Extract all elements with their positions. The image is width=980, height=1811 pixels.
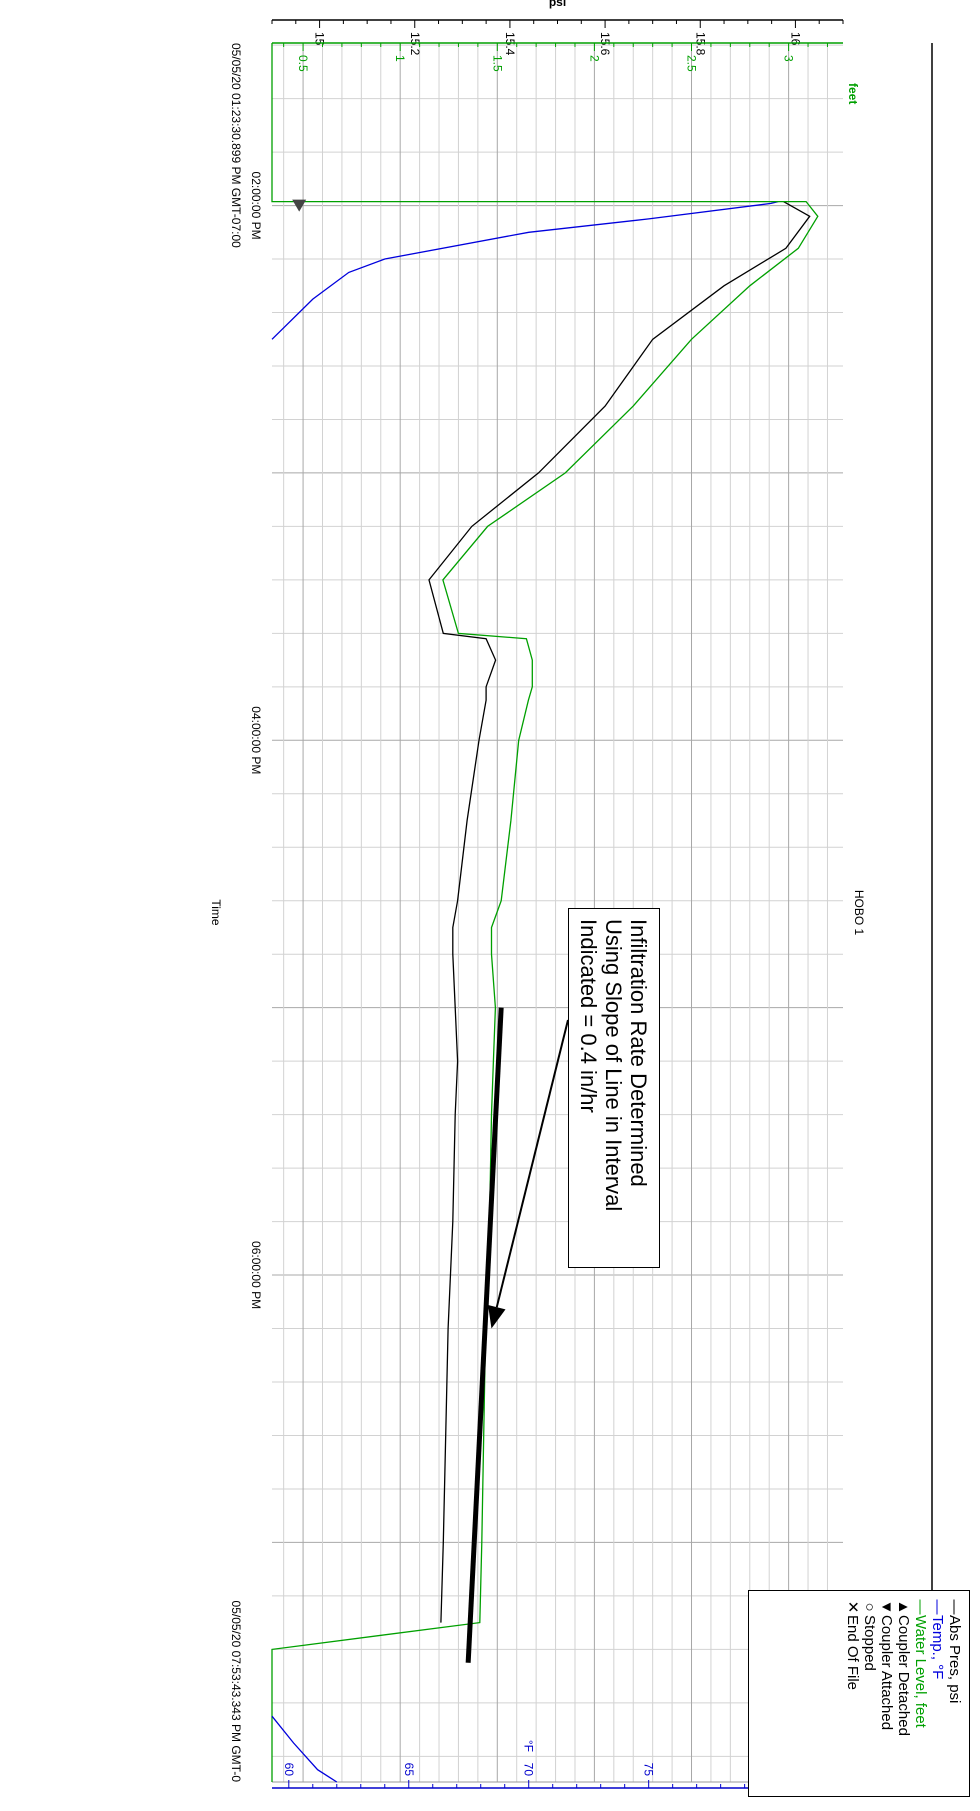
psi-tick-label: 15.2 — [408, 32, 422, 56]
feet-tick-label: 3 — [782, 55, 796, 62]
time-tick-label: 04:00:00 PM — [249, 706, 263, 774]
temp-tick-label: 65 — [402, 1763, 416, 1777]
temp-axis-label: °F — [522, 1740, 536, 1752]
feet-tick-label: 0.5 — [296, 55, 310, 72]
legend-label: Stopped — [861, 1615, 878, 1671]
time-start-label: 05/05/20 01:23:30.899 PM GMT-07:00 — [229, 43, 243, 248]
legend-symbol-icon: ○ — [861, 1602, 878, 1612]
legend-label: Coupler Attached — [878, 1615, 895, 1731]
temp-tick-label: 70 — [522, 1763, 536, 1777]
infiltration-annotation-box: Infiltration Rate Determined Using Slope… — [568, 908, 660, 1268]
legend-symbol-icon: ✕ — [844, 1600, 861, 1614]
psi-tick-label: 15.4 — [503, 32, 517, 56]
legend-label: Abs Pres, psi — [946, 1615, 963, 1704]
legend-label: End Of File — [844, 1615, 861, 1691]
time-axis-label: Time — [209, 899, 223, 926]
legend-item: ▲Coupler Detached — [895, 1599, 912, 1788]
legend-symbol-icon: ▲ — [895, 1599, 912, 1615]
legend-item: ○ Stopped — [861, 1599, 878, 1788]
annotation-arrow-shaft — [495, 1019, 569, 1308]
legend-item: ✕End Of File — [844, 1599, 861, 1788]
legend-symbol-icon: ▼ — [878, 1599, 895, 1615]
legend-symbol-icon: — — [946, 1599, 963, 1615]
psi-axis-label: psi — [549, 0, 566, 9]
series-line — [271, 43, 819, 1782]
temp-tick-label: 60 — [282, 1763, 296, 1777]
feet-tick-label: 2.5 — [685, 55, 699, 72]
legend-item: —Water Level, feet — [912, 1599, 929, 1788]
time-tick-label: 02:00:00 PM — [249, 172, 263, 240]
annotation-line: Using Slope of Line in Interval — [601, 919, 626, 1212]
chart-legend: —Abs Pres, psi —Temp., °F —Water Level, fe… — [748, 1590, 970, 1797]
legend-item: —Temp., °F — [929, 1599, 946, 1788]
legend-label: Coupler Detached — [895, 1615, 912, 1736]
legend-item: —Abs Pres, psi — [946, 1599, 963, 1788]
legend-symbol-icon: — — [929, 1599, 946, 1615]
feet-tick-label: 1.5 — [490, 55, 504, 72]
legend-label: Temp., °F — [929, 1615, 946, 1680]
annotation-line: Infiltration Rate Determined — [626, 919, 651, 1187]
feet-tick-label: 2 — [587, 55, 601, 62]
psi-tick-label: 15.8 — [693, 32, 707, 56]
temp-tick-label: 75 — [642, 1763, 656, 1777]
time-end-label: 05/05/20 07:53:43.343 PM GMT-0 — [229, 1601, 243, 1783]
infiltration-fit-line — [465, 1007, 504, 1663]
psi-tick-label: 15.6 — [598, 32, 612, 56]
time-tick-label: 06:00:00 PM — [249, 1241, 263, 1309]
series-line — [271, 200, 779, 340]
annotation-line: Indicated = 0.4 in/hr — [576, 919, 601, 1113]
temp-tail-line — [271, 1715, 338, 1783]
legend-item: ▼Coupler Attached — [878, 1599, 895, 1788]
legend-symbol-icon: — — [912, 1599, 929, 1615]
coupler-marker-icon — [292, 199, 307, 212]
legend-label: Water Level, feet — [912, 1615, 929, 1728]
chart-title: HOBO 1 — [852, 890, 866, 936]
feet-axis-label: feet — [846, 83, 860, 104]
feet-tick-label: 1 — [393, 55, 407, 62]
series-line — [428, 201, 811, 1623]
annotation-arrowhead-icon — [488, 1305, 506, 1329]
